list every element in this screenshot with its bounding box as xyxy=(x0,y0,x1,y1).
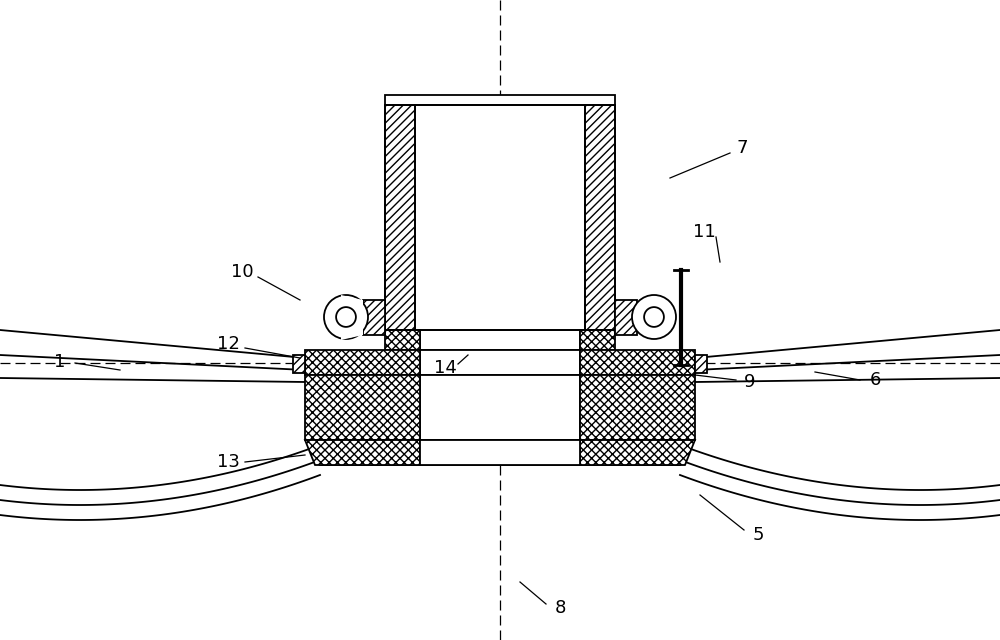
Text: 8: 8 xyxy=(554,599,566,617)
Text: 11: 11 xyxy=(693,223,715,241)
Bar xyxy=(420,350,580,375)
Text: 10: 10 xyxy=(231,263,253,281)
Polygon shape xyxy=(695,355,707,373)
Text: 1: 1 xyxy=(54,353,66,371)
Polygon shape xyxy=(341,295,363,340)
Polygon shape xyxy=(580,375,695,440)
Polygon shape xyxy=(580,330,615,350)
Circle shape xyxy=(632,295,676,339)
Circle shape xyxy=(644,307,664,327)
Text: 6: 6 xyxy=(869,371,881,389)
Polygon shape xyxy=(305,350,420,375)
Text: 14: 14 xyxy=(434,359,456,377)
Text: 12: 12 xyxy=(217,335,239,353)
Polygon shape xyxy=(615,300,637,335)
Polygon shape xyxy=(385,105,415,330)
Bar xyxy=(415,105,585,330)
Bar xyxy=(385,95,615,105)
Circle shape xyxy=(324,295,368,339)
Polygon shape xyxy=(585,105,615,330)
Polygon shape xyxy=(580,440,695,465)
Bar xyxy=(420,330,580,350)
Text: 13: 13 xyxy=(217,453,239,471)
Circle shape xyxy=(336,307,356,327)
Bar xyxy=(385,105,615,330)
Bar xyxy=(320,440,680,465)
Text: 9: 9 xyxy=(744,373,756,391)
Polygon shape xyxy=(385,330,420,350)
Polygon shape xyxy=(305,375,420,440)
Text: 7: 7 xyxy=(736,139,748,157)
Polygon shape xyxy=(293,355,305,373)
Polygon shape xyxy=(363,300,385,335)
Bar xyxy=(420,440,580,465)
Polygon shape xyxy=(580,350,695,375)
Bar xyxy=(420,375,580,440)
Text: 5: 5 xyxy=(752,526,764,544)
Polygon shape xyxy=(305,440,420,465)
